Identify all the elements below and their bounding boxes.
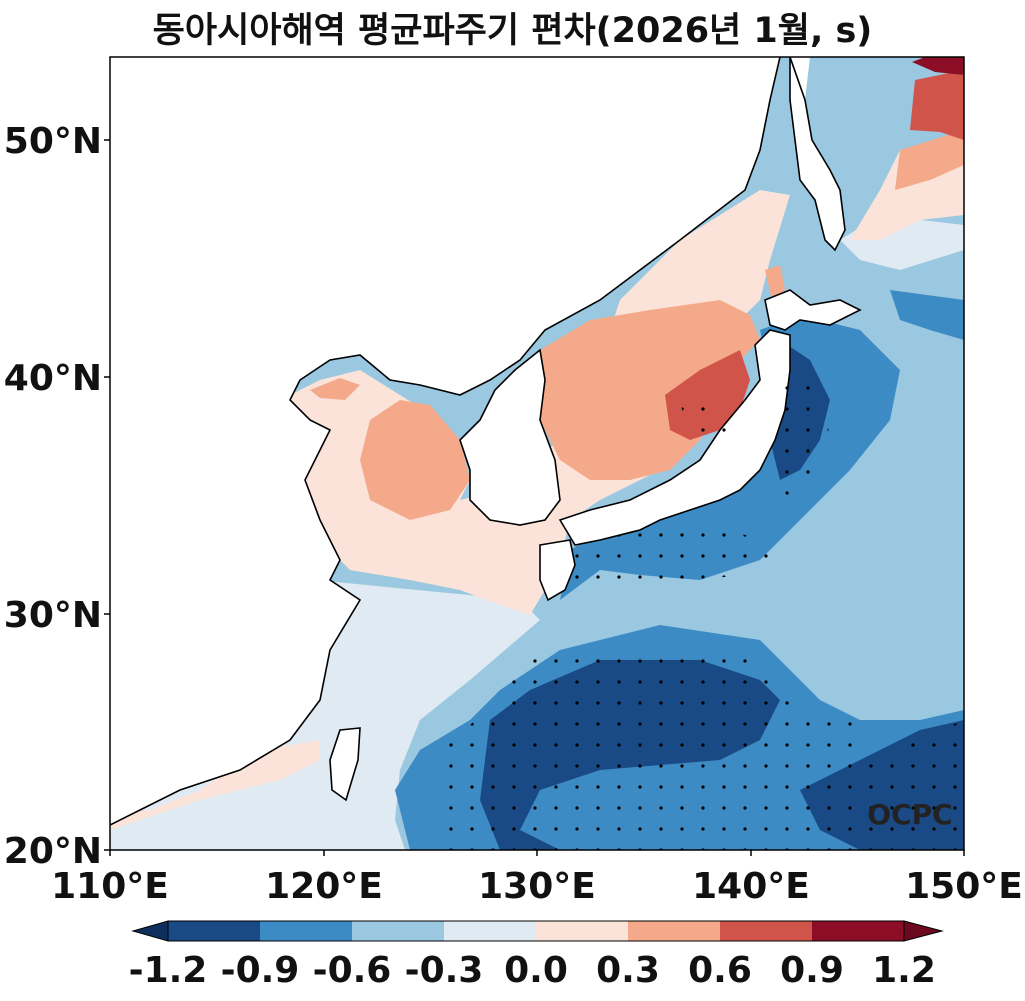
map-title: 동아시아해역 평균파주기 편차(2026년 1월, s) [152, 11, 873, 51]
coastlines [110, 57, 862, 826]
colorbar-bin [444, 921, 536, 941]
axis-ticks [104, 139, 965, 856]
ocean-medium-red-yellow-sea [360, 400, 470, 520]
land-sakhalin [790, 57, 845, 250]
land-taiwan [330, 728, 360, 800]
colorbar-label: 0.0 [504, 950, 568, 991]
ocean-maroon-okhotsk [912, 57, 964, 75]
x-tick-label: 130°E [478, 866, 596, 907]
x-tick-label: 150°E [905, 866, 1023, 907]
ocean-medium-blue-north-pacific [890, 290, 964, 340]
land-japan-hokkaido [765, 290, 860, 330]
significance-stippling [440, 370, 964, 850]
x-tick-label: 110°E [51, 866, 169, 907]
colorbar-label: 0.9 [780, 950, 844, 991]
y-tick-label: 30°N [4, 595, 102, 636]
colorbar [131, 920, 944, 942]
y-tick-label: 20°N [4, 831, 102, 872]
colorbar-bin [352, 921, 444, 941]
colorbar-label: 1.2 [872, 950, 936, 991]
colorbar-over-extension [903, 920, 944, 942]
map-panel [110, 57, 964, 850]
y-tick-label: 40°N [4, 358, 102, 399]
colorbar-label: -0.9 [221, 950, 300, 991]
ocean-light-red-south-coast [110, 740, 320, 830]
colorbar-bin [168, 921, 260, 941]
colorbar-bin [628, 921, 720, 941]
land-asian-mainland [110, 57, 780, 825]
land-korean-peninsula [460, 350, 560, 525]
ocpc-watermark: OCPC [867, 798, 952, 831]
colorbar-bin [260, 921, 352, 941]
ocean-dark-red-okhotsk [910, 70, 964, 140]
ocean-medium-red-bohai [310, 378, 360, 400]
ocean-medium-red-okhotsk [895, 130, 964, 190]
land-japan-honshu [560, 330, 790, 545]
colorbar-label: 0.6 [688, 950, 752, 991]
colorbar-under-extension [131, 920, 169, 942]
colorbar-bin [536, 921, 628, 941]
colorbar-label: 0.3 [596, 950, 660, 991]
x-tick-label: 140°E [692, 866, 810, 907]
colorbar-label: -0.3 [405, 950, 484, 991]
colorbar-label: -0.6 [313, 950, 392, 991]
y-tick-label: 50°N [4, 121, 102, 162]
colorbar-bin [720, 921, 812, 941]
x-tick-label: 120°E [265, 866, 383, 907]
ocean-medium-red-tatar [765, 265, 785, 300]
colorbar-label: -1.2 [129, 950, 208, 991]
colorbar-bin [812, 921, 904, 941]
ocean-medium-red-sea-of-japan [540, 300, 760, 480]
